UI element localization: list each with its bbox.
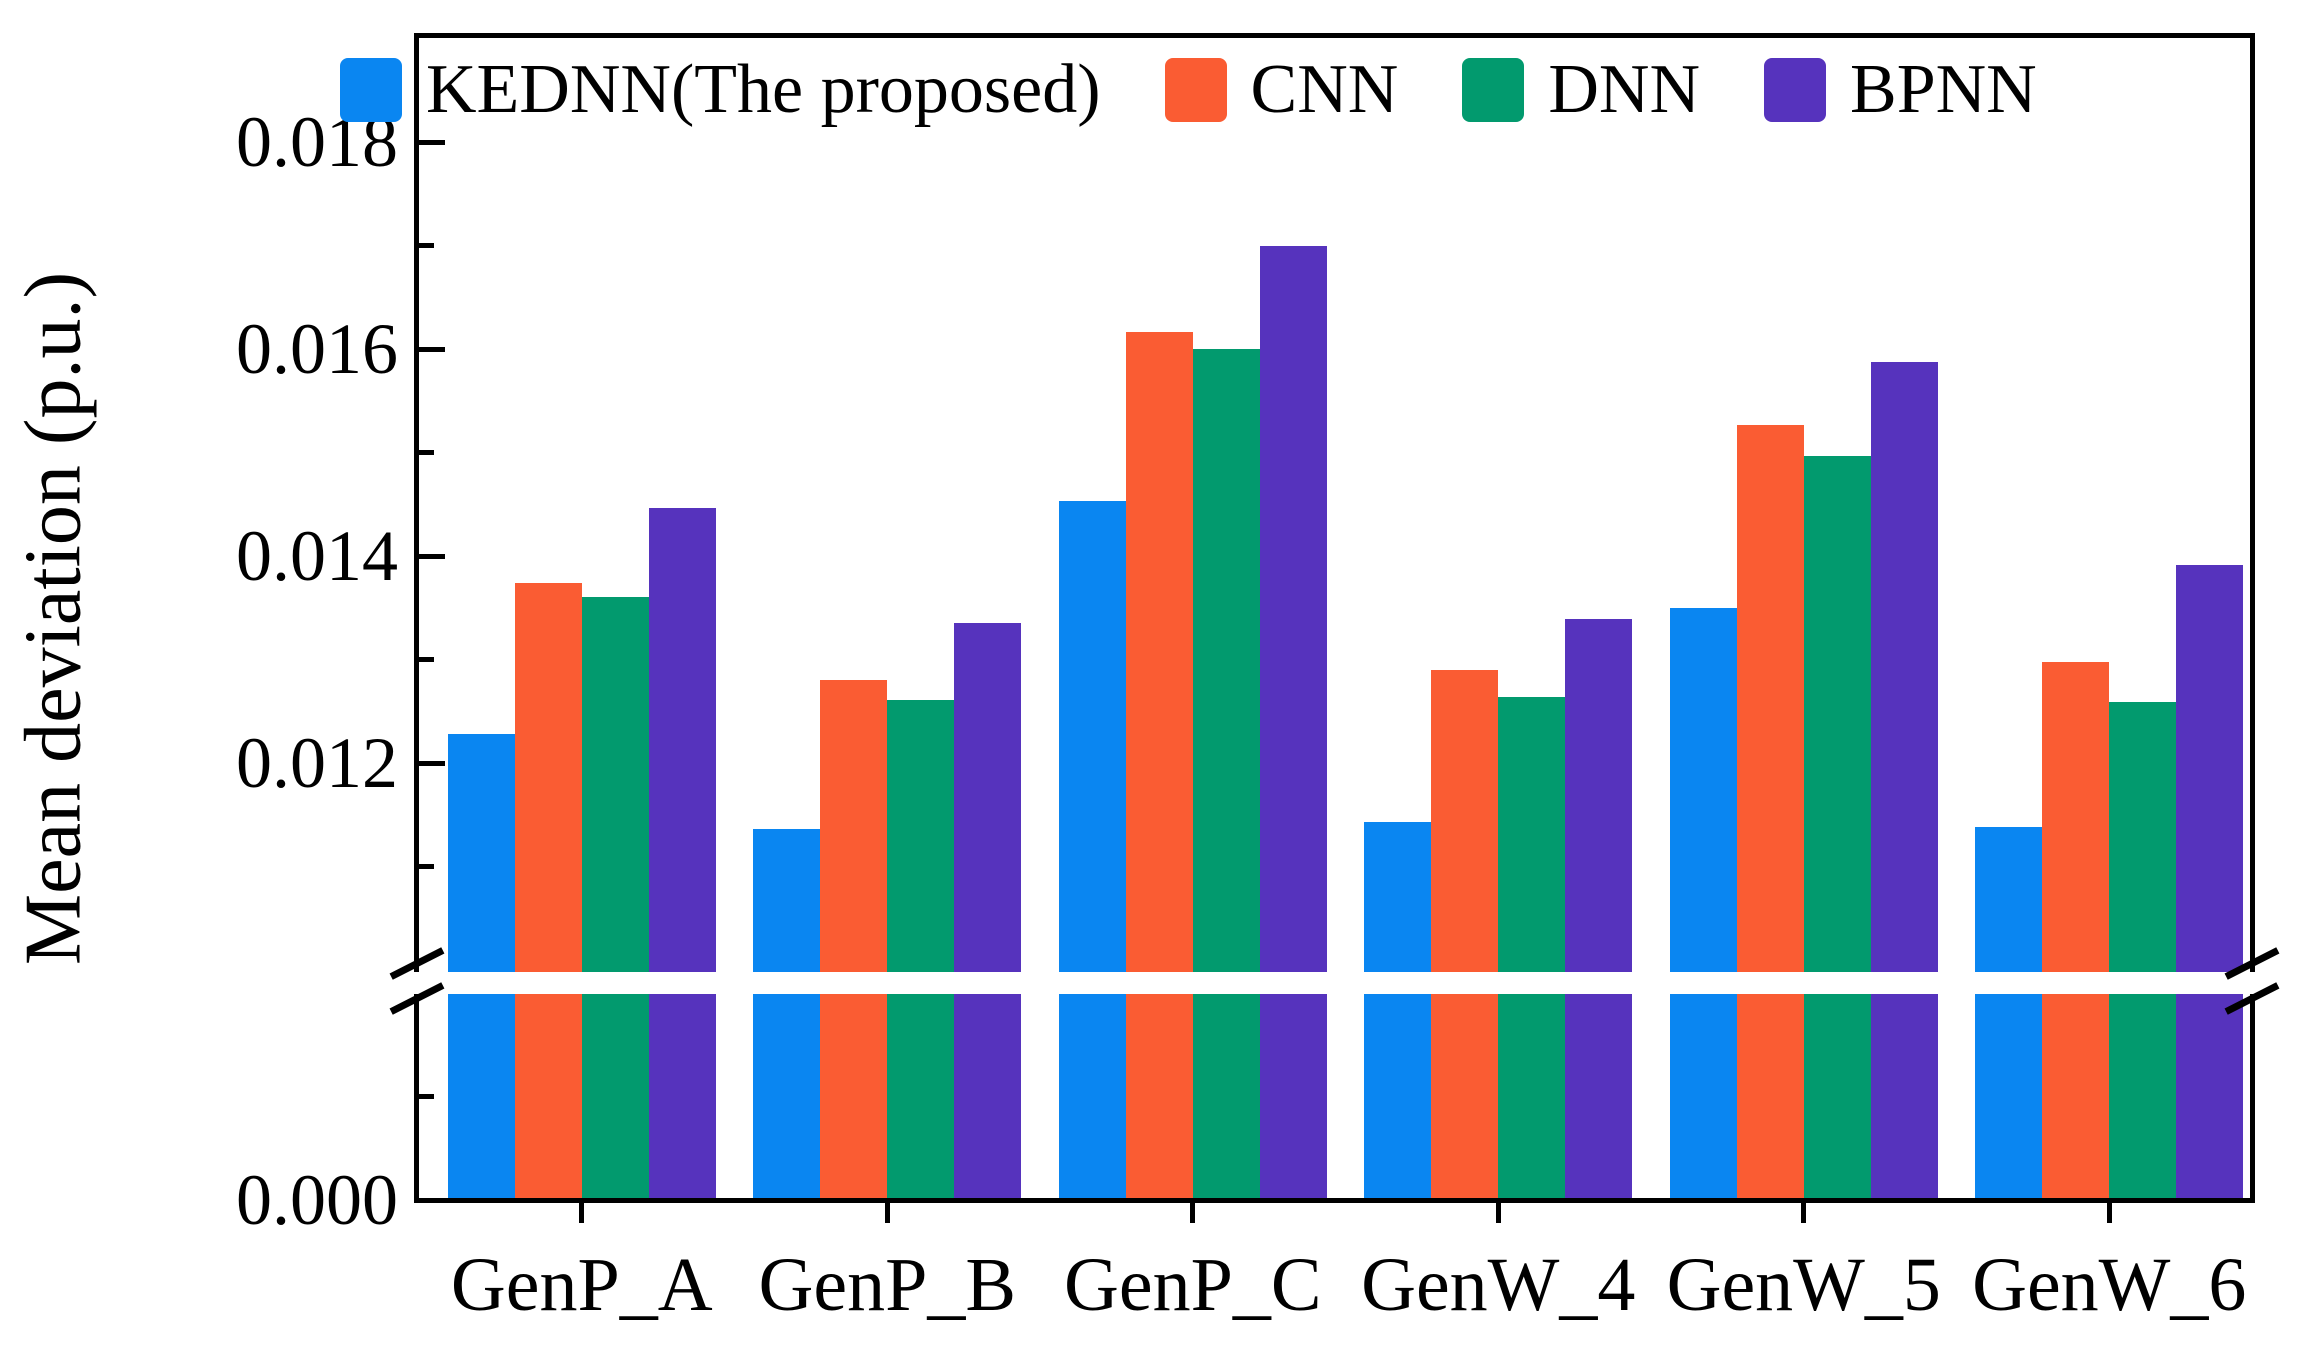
y-tick [419,243,434,248]
bar [1565,619,1633,1198]
bar [753,829,821,1198]
bar [820,680,888,1198]
x-axis-label: GenW_6 [1972,1243,2247,1327]
x-tick [1190,1203,1196,1223]
legend-swatch [1164,58,1227,122]
x-tick [884,1203,890,1223]
x-axis-label: GenW_4 [1361,1243,1636,1327]
legend-swatch [1764,58,1826,122]
bar [1431,669,1499,1198]
legend-entry: BPNN [1764,50,2037,130]
bar [2109,701,2177,1198]
bar [1058,501,1126,1198]
legend-label: CNN [1250,51,1399,128]
legend-label: BPNN [1850,51,2037,128]
bar [514,582,582,1198]
y-tick [419,1093,434,1099]
legend-entry: KEDNN(The proposed) [340,50,1101,130]
legend-entry: CNN [1164,50,1399,130]
y-tick [419,553,445,559]
x-tick [1495,1203,1501,1223]
x-tick [2106,1203,2112,1223]
plot-frame [414,33,2255,1203]
bar [2042,661,2110,1198]
bar [1192,349,1260,1198]
axis-break-band [410,972,2259,994]
bar [1669,607,1737,1198]
bar [1364,821,1432,1198]
bar [1870,362,1938,1198]
legend-label: KEDNN(The proposed) [426,51,1101,128]
y-tick [419,760,445,766]
bar [2176,565,2244,1198]
bar [1498,696,1566,1198]
bar [581,597,649,1198]
y-tick-label: 0.016 [236,309,398,389]
x-axis-label: GenP_B [758,1243,1017,1327]
baseline-tick-label: 0.000 [236,1160,398,1240]
bar [1259,245,1327,1198]
y-tick-label: 0.012 [236,723,398,803]
legend: KEDNN(The proposed) CNN DNN BPNN [340,50,2037,130]
y-tick [419,864,434,869]
x-tick [579,1203,585,1223]
bar [648,508,716,1198]
x-axis-label: GenW_5 [1666,1243,1941,1327]
bar [887,699,955,1198]
y-tick [419,450,434,455]
bar [1975,827,2043,1198]
bar [447,734,515,1198]
legend-label: DNN [1548,51,1700,128]
legend-entry: DNN [1462,50,1700,130]
y-tick [419,346,445,352]
y-axis-title: Mean deviation (p.u.) [9,271,98,965]
x-axis-label: GenP_A [450,1243,713,1327]
y-tick-label: 0.014 [236,516,398,596]
y-tick [419,657,434,662]
x-tick [1801,1203,1807,1223]
bar [1736,424,1804,1198]
bar [1803,455,1871,1198]
bar [1125,332,1193,1198]
y-tick [419,139,445,145]
x-axis-label: GenP_C [1063,1243,1322,1327]
legend-swatch [1462,58,1525,122]
bar [954,623,1022,1198]
legend-swatch [340,58,402,122]
